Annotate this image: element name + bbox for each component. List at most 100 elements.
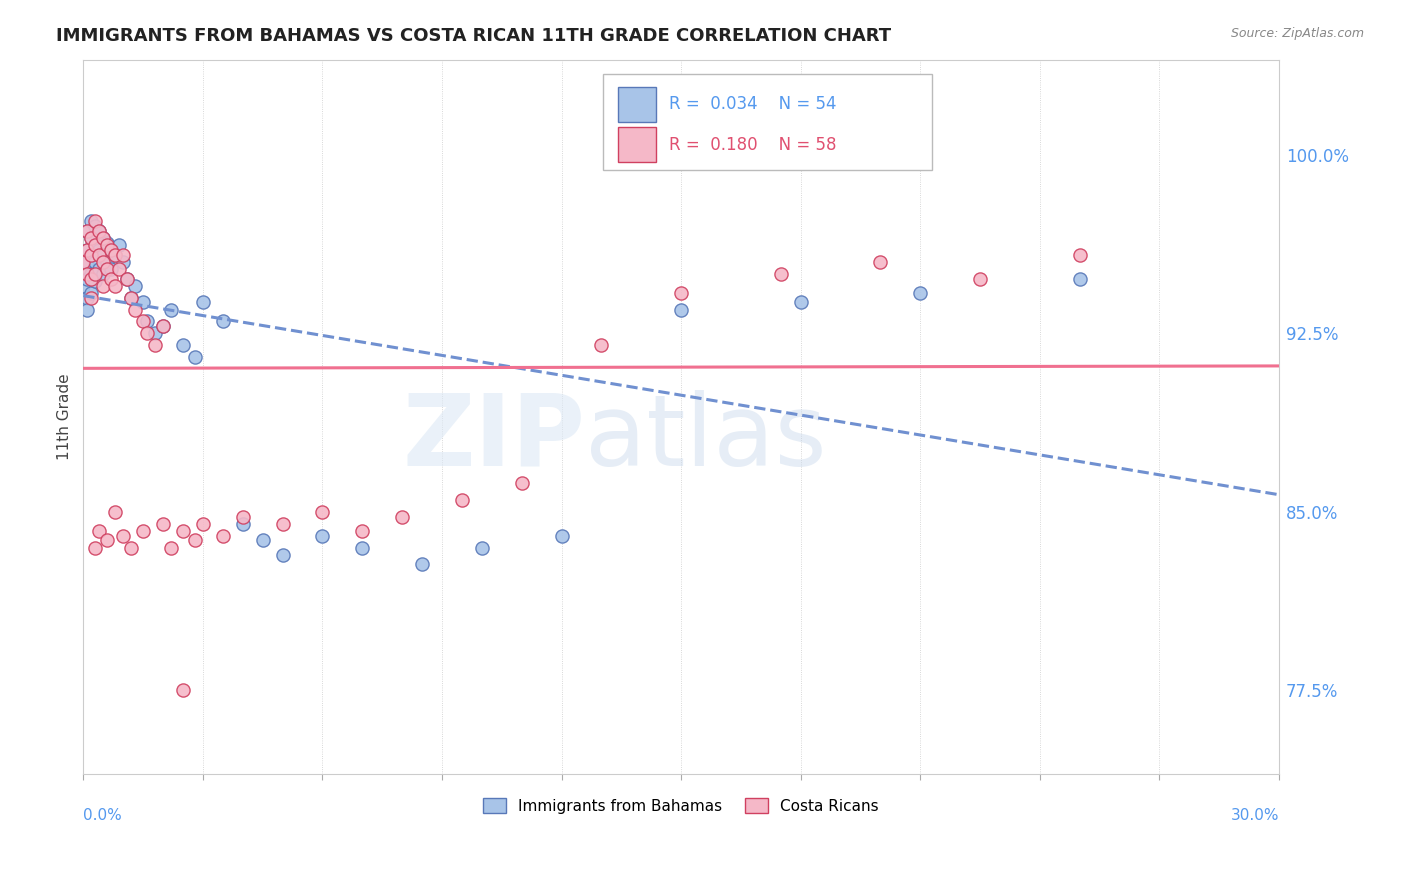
Point <box>152 319 174 334</box>
Point <box>84 274 107 288</box>
Text: R =  0.180    N = 58: R = 0.180 N = 58 <box>669 136 837 153</box>
Point <box>152 319 174 334</box>
Point <box>120 291 142 305</box>
Point <box>112 248 135 262</box>
Point <box>80 248 103 262</box>
Point <box>172 338 194 352</box>
Point <box>91 255 114 269</box>
Point <box>152 516 174 531</box>
Text: R =  0.034    N = 54: R = 0.034 N = 54 <box>669 95 837 113</box>
Text: atlas: atlas <box>585 390 827 487</box>
Point <box>136 314 159 328</box>
Point <box>132 295 155 310</box>
Point <box>591 338 613 352</box>
Point <box>89 224 111 238</box>
Y-axis label: 11th Grade: 11th Grade <box>58 374 72 460</box>
Point <box>80 231 103 245</box>
Point <box>84 214 107 228</box>
Point <box>89 524 111 538</box>
Point <box>80 248 103 262</box>
Point <box>120 541 142 555</box>
Point <box>311 505 333 519</box>
Point <box>80 271 103 285</box>
Point <box>76 267 98 281</box>
Point <box>160 541 183 555</box>
Point <box>84 541 107 555</box>
Point <box>96 533 118 548</box>
Point <box>120 291 142 305</box>
Point <box>76 271 98 285</box>
Point <box>769 267 792 281</box>
Point <box>76 243 98 257</box>
Point <box>91 231 114 245</box>
Text: IMMIGRANTS FROM BAHAMAS VS COSTA RICAN 11TH GRADE CORRELATION CHART: IMMIGRANTS FROM BAHAMAS VS COSTA RICAN 1… <box>56 27 891 45</box>
Point <box>143 338 166 352</box>
Point <box>91 267 114 281</box>
Point <box>80 214 103 228</box>
Point <box>84 238 107 252</box>
Point <box>91 231 114 245</box>
Point <box>160 302 183 317</box>
Point <box>136 326 159 341</box>
Point <box>1069 248 1091 262</box>
Point <box>669 285 692 300</box>
Point <box>1069 271 1091 285</box>
Point <box>72 255 94 269</box>
Point <box>72 278 94 293</box>
Point <box>76 224 98 238</box>
Point <box>232 516 254 531</box>
Point <box>91 248 114 262</box>
Point <box>84 219 107 234</box>
Point <box>211 314 233 328</box>
Point <box>76 224 98 238</box>
Point <box>908 285 931 300</box>
Point <box>89 262 111 277</box>
Point <box>352 524 374 538</box>
Point <box>104 248 127 262</box>
Point <box>869 255 891 269</box>
Text: 30.0%: 30.0% <box>1230 808 1279 823</box>
Point <box>76 302 98 317</box>
Point <box>311 529 333 543</box>
Point <box>108 262 131 277</box>
Point <box>91 278 114 293</box>
Point <box>132 314 155 328</box>
Point <box>115 271 138 285</box>
Point <box>391 509 413 524</box>
Point <box>124 302 146 317</box>
Point <box>76 243 98 257</box>
Point <box>76 291 98 305</box>
Point <box>112 529 135 543</box>
Point <box>112 255 135 269</box>
Text: 0.0%: 0.0% <box>83 808 122 823</box>
Text: Source: ZipAtlas.com: Source: ZipAtlas.com <box>1230 27 1364 40</box>
Point <box>271 516 294 531</box>
Point <box>132 524 155 538</box>
Point <box>100 243 122 257</box>
Point <box>789 295 811 310</box>
Point <box>191 516 214 531</box>
Point <box>232 509 254 524</box>
Point <box>104 505 127 519</box>
Legend: Immigrants from Bahamas, Costa Ricans: Immigrants from Bahamas, Costa Ricans <box>477 792 886 820</box>
Point <box>172 524 194 538</box>
Point <box>550 529 572 543</box>
Point <box>669 302 692 317</box>
Point <box>108 238 131 252</box>
Point <box>84 238 107 252</box>
Point <box>211 529 233 543</box>
Point <box>80 267 103 281</box>
Point <box>100 243 122 257</box>
Point <box>96 262 118 277</box>
Point <box>96 238 118 252</box>
FancyBboxPatch shape <box>617 128 657 161</box>
Point <box>84 267 107 281</box>
Point <box>184 350 207 364</box>
Point <box>80 285 103 300</box>
Point <box>184 533 207 548</box>
Point <box>352 541 374 555</box>
Point <box>124 278 146 293</box>
Point <box>172 683 194 698</box>
Point <box>510 476 533 491</box>
FancyBboxPatch shape <box>603 74 932 170</box>
